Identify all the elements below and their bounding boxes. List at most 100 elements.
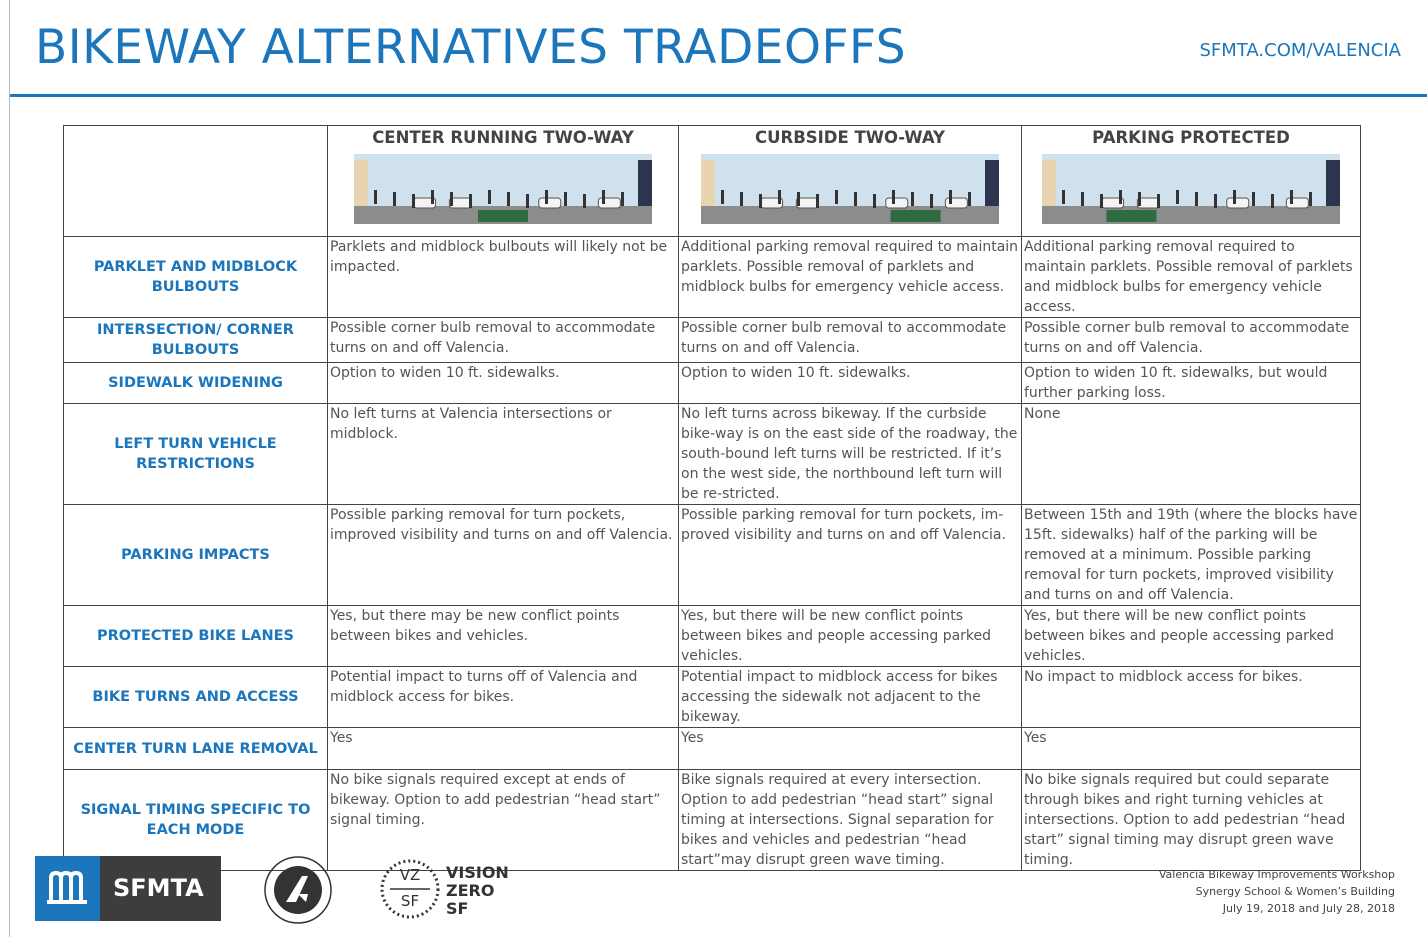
road <box>1042 206 1340 224</box>
table-row: SIDEWALK WIDENING Option to widen 10 ft. … <box>63 362 1361 404</box>
column-header: CENTER RUNNING TWO-WAY <box>327 125 679 237</box>
person <box>412 194 415 208</box>
person <box>892 190 895 204</box>
table-row: LEFT TURN VEHICLE RESTRICTIONS No left tu… <box>63 403 1361 505</box>
url[interactable]: SFMTA.COM/VALENCIA <box>1199 40 1402 61</box>
row-label: INTERSECTION/ CORNER BULBOUTS <box>63 317 328 363</box>
bike-lane <box>1106 210 1157 222</box>
table-cell: Possible corner bulb removal to accommod… <box>678 317 1022 363</box>
table-cell: Yes <box>327 727 679 770</box>
person <box>1176 190 1179 204</box>
table-row: INTERSECTION/ CORNER BULBOUTS Possible co… <box>63 317 1361 363</box>
building <box>1042 160 1056 218</box>
table-cell: Bike signals required at every intersect… <box>678 769 1022 871</box>
car <box>1285 197 1309 209</box>
person <box>431 190 434 204</box>
street-section <box>701 154 999 224</box>
person <box>949 190 952 204</box>
person <box>797 192 800 206</box>
person <box>564 192 567 206</box>
table-row: CENTER TURN LANE REMOVAL Yes Yes Yes <box>63 727 1361 770</box>
table-row: BIKE TURNS AND ACCESS Potential impact to… <box>63 666 1361 728</box>
table-cell: Between 15th and 19th (where the blocks … <box>1021 504 1361 606</box>
frame <box>9 0 1427 937</box>
road <box>701 206 999 224</box>
table-cell: Yes, but there will be new conflict poin… <box>678 605 1022 667</box>
person <box>835 190 838 204</box>
column-header: PARKING PROTECTED <box>1021 125 1361 237</box>
header-row: CENTER RUNNING TWO-WAY CURBSIDE TWO-WAY PA… <box>63 125 1361 237</box>
row-label: SIGNAL TIMING SPECIFIC TO EACH MODE <box>63 769 328 871</box>
building <box>701 160 715 218</box>
person <box>1062 190 1065 204</box>
car <box>885 197 909 209</box>
table-row: SIGNAL TIMING SPECIFIC TO EACH MODE No bi… <box>63 769 1361 871</box>
vision-zero-logo: VZ SF VISION ZERO SF <box>380 859 509 919</box>
table-row: PARKLET AND MIDBLOCK BULBOUTS Parklets an… <box>63 236 1361 318</box>
person <box>545 190 548 204</box>
person <box>602 190 605 204</box>
building <box>354 160 368 218</box>
table-cell: Parklets and midblock bulbouts will like… <box>327 236 679 318</box>
table-cell: No bike signals required but could separ… <box>1021 769 1361 871</box>
building <box>1326 160 1340 218</box>
row-label: BIKE TURNS AND ACCESS <box>63 666 328 728</box>
person <box>1309 192 1312 206</box>
building <box>638 160 652 218</box>
sfmta-mark <box>35 856 100 921</box>
sfmta-logo: SFMTA <box>35 856 221 921</box>
person <box>1138 192 1141 206</box>
event-line: July 19, 2018 and July 28, 2018 <box>1222 902 1395 915</box>
table-cell: No left turns at Valencia intersections … <box>327 403 679 505</box>
street-section <box>354 154 652 224</box>
person <box>740 192 743 206</box>
car <box>944 197 968 209</box>
title: BIKEWAY ALTERNATIVES TRADEOFFS <box>35 20 907 75</box>
row-label: CENTER TURN LANE REMOVAL <box>63 727 328 770</box>
table-cell: Option to widen 10 ft. sidewalks. <box>678 362 1022 404</box>
person <box>526 194 529 208</box>
bike-coalition-logo <box>264 856 332 924</box>
car <box>538 197 562 209</box>
table-cell: Yes <box>1021 727 1361 770</box>
person <box>621 192 624 206</box>
table-cell: No impact to midblock access for bikes. <box>1021 666 1361 728</box>
sfmta-icon <box>47 870 87 904</box>
table-cell: Possible corner bulb removal to accommod… <box>327 317 679 363</box>
table-cell: Yes <box>678 727 1022 770</box>
row-label: LEFT TURN VEHICLE RESTRICTIONS <box>63 403 328 505</box>
person <box>930 194 933 208</box>
person <box>1119 190 1122 204</box>
street-section <box>1042 154 1340 224</box>
table-cell: Yes, but there may be new conflict point… <box>327 605 679 667</box>
row-label: SIDEWALK WIDENING <box>63 362 328 404</box>
table-cell: Possible corner bulb removal to accommod… <box>1021 317 1361 363</box>
table-cell: Additional parking removal required to m… <box>1021 236 1361 318</box>
sfmta-text: SFMTA <box>113 874 204 902</box>
bike-lane <box>890 210 941 222</box>
person <box>507 192 510 206</box>
table-cell: Possible parking removal for turn pocket… <box>327 504 679 606</box>
table-cell: No left turns across bikeway. If the cur… <box>678 403 1022 505</box>
person <box>488 190 491 204</box>
tradeoffs-table: CENTER RUNNING TWO-WAY CURBSIDE TWO-WAY PA… <box>63 125 1361 871</box>
person <box>759 194 762 208</box>
vision-zero-line: ZERO <box>446 881 494 900</box>
person <box>1081 192 1084 206</box>
person <box>1233 190 1236 204</box>
person <box>450 192 453 206</box>
person <box>968 192 971 206</box>
person <box>469 194 472 208</box>
rule <box>10 94 1427 97</box>
person <box>816 194 819 208</box>
vision-zero-line: VISION <box>446 863 509 882</box>
bike-lane <box>478 210 528 222</box>
building <box>985 160 999 218</box>
table-row: PROTECTED BIKE LANES Yes, but there may b… <box>63 605 1361 667</box>
table-cell: No bike signals required except at ends … <box>327 769 679 871</box>
column-header: CURBSIDE TWO-WAY <box>678 125 1022 237</box>
table-cell: Potential impact to turns off of Valenci… <box>327 666 679 728</box>
person <box>583 194 586 208</box>
vz-text: VZ <box>400 866 421 884</box>
